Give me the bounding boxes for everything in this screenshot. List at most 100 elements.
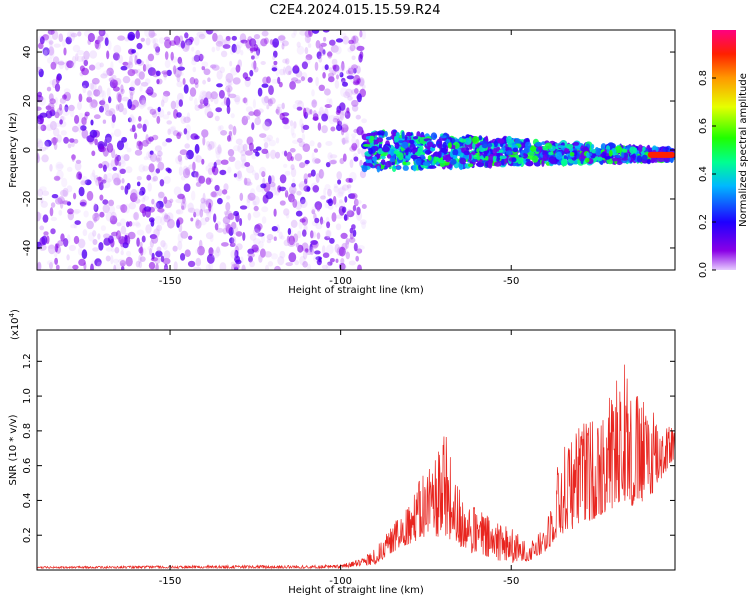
spectrogram-cell bbox=[637, 144, 643, 153]
spectrogram-cell bbox=[346, 107, 350, 114]
spectrogram-cell bbox=[304, 178, 308, 185]
spectrogram-cell bbox=[185, 167, 191, 176]
spectrogram-cell bbox=[187, 260, 196, 268]
spectrogram-cell bbox=[157, 208, 165, 213]
spectrogram-cell bbox=[416, 131, 421, 138]
spectrogram-cell bbox=[277, 76, 281, 84]
spectrogram-cell bbox=[103, 173, 108, 181]
spectrogram-cell bbox=[251, 152, 257, 160]
spectrogram-cell bbox=[120, 88, 125, 95]
spectrogram-cell bbox=[350, 192, 358, 200]
spectrogram-cell bbox=[499, 155, 507, 160]
spectrogram-cell bbox=[247, 252, 255, 258]
spectrogram-cell bbox=[563, 155, 568, 160]
spectrogram-cell bbox=[195, 248, 200, 254]
spectrogram-cell bbox=[322, 30, 330, 33]
spectrogram-cell bbox=[365, 136, 371, 140]
spectrogram-cell bbox=[357, 148, 362, 155]
spectrogram-cell bbox=[241, 264, 246, 270]
spectrogram-cell bbox=[179, 60, 183, 67]
spectrogram-cell bbox=[261, 206, 269, 213]
spectrogram-cell bbox=[94, 138, 98, 146]
spectrogram-cell bbox=[178, 99, 183, 107]
spectrogram-cell bbox=[275, 106, 281, 116]
spectrogram-cell bbox=[271, 67, 278, 72]
spectrogram-cell bbox=[172, 65, 180, 72]
spectrogram-cell bbox=[247, 212, 252, 221]
spectrogram-cell bbox=[244, 162, 251, 167]
spectrogram-cell bbox=[82, 229, 88, 237]
spectrogram-cell bbox=[97, 233, 101, 240]
spectrogram-cell bbox=[261, 148, 269, 154]
spectrogram-cell bbox=[317, 111, 321, 116]
spectrogram-cell bbox=[147, 182, 152, 192]
spectrogram-cell bbox=[78, 258, 86, 266]
spectrogram-cell bbox=[268, 139, 276, 147]
spectrogram-cell bbox=[253, 49, 260, 60]
spectrogram-cell bbox=[498, 149, 504, 153]
spectrogram-cell bbox=[75, 53, 79, 62]
spectrogram-cell bbox=[50, 43, 54, 54]
spectrogram-cell bbox=[105, 247, 113, 252]
spectrogram-cell bbox=[55, 161, 64, 172]
spectrogram-cell bbox=[179, 158, 183, 166]
spectrogram-cell bbox=[545, 142, 552, 149]
spectrogram-cell bbox=[318, 55, 323, 63]
spectrogram-cell bbox=[452, 154, 457, 159]
spectrogram-cell bbox=[376, 137, 384, 143]
spectrogram-cell bbox=[525, 158, 531, 162]
spectrogram-cell bbox=[107, 162, 113, 172]
spectrogram-cell bbox=[283, 239, 290, 247]
spectrogram-cell bbox=[263, 137, 271, 143]
spectrogram-cell bbox=[102, 164, 107, 172]
spectrogram-cell bbox=[356, 126, 364, 136]
spectrogram-cell bbox=[90, 263, 94, 270]
spectrogram-cell bbox=[417, 147, 423, 153]
spectrogram-cell bbox=[275, 137, 280, 144]
spectrogram-cell bbox=[98, 30, 106, 37]
spectrogram-cell bbox=[254, 224, 261, 234]
spectrogram-cell bbox=[261, 171, 266, 178]
spectrogram-cell bbox=[70, 32, 78, 38]
spectrogram-cell bbox=[312, 116, 319, 121]
spectrogram-cell bbox=[50, 137, 59, 144]
spectrogram-cell bbox=[358, 53, 363, 63]
spectrogram-cell bbox=[78, 124, 82, 133]
spectrogram-cell bbox=[262, 121, 271, 131]
spectrogram-peak bbox=[647, 151, 675, 158]
spectrogram-cell bbox=[110, 61, 114, 71]
spectrogram-cell bbox=[193, 266, 202, 270]
spectrogram-cell bbox=[335, 64, 340, 74]
spectrogram-cell bbox=[38, 68, 44, 78]
spectrogram-cell bbox=[83, 59, 89, 67]
spectrogram-cell bbox=[223, 210, 229, 216]
spectrogram-cell bbox=[131, 69, 139, 74]
snr-series-line bbox=[37, 364, 675, 570]
spectrogram-cell bbox=[155, 70, 161, 77]
spectrogram-cell bbox=[302, 124, 310, 130]
spectrogram-cell bbox=[225, 78, 232, 88]
spectrogram-cell bbox=[270, 253, 278, 260]
spectrogram-cell bbox=[339, 158, 345, 165]
spectrogram-cell bbox=[341, 32, 347, 39]
spectrogram-cell bbox=[327, 198, 334, 207]
spectrogram-cell bbox=[316, 51, 322, 60]
snr-x-tick-label: -50 bbox=[503, 576, 519, 587]
spectrogram-cell bbox=[200, 197, 206, 204]
spectrogram-cell bbox=[324, 88, 331, 96]
spectrogram-cell bbox=[386, 154, 392, 159]
spectrogram-y-tick-label: -20 bbox=[22, 191, 33, 207]
spectrogram-cell bbox=[120, 84, 124, 93]
spectrogram-cell bbox=[170, 125, 177, 133]
spectrogram-cell bbox=[127, 31, 136, 41]
spectrogram-cell bbox=[101, 179, 107, 184]
spectrogram-panel: -150 -100 -50 -40 -20 0 20 40 Height of straig… bbox=[8, 29, 676, 296]
spectrogram-cell bbox=[74, 114, 80, 124]
spectrogram-cell bbox=[56, 163, 64, 169]
snr-y-tick-label: 0.4 bbox=[22, 492, 33, 508]
spectrogram-cell bbox=[290, 219, 298, 228]
spectrogram-cell bbox=[75, 174, 80, 180]
spectrogram-cell bbox=[145, 89, 152, 95]
spectrogram-cell bbox=[116, 140, 125, 151]
spectrogram-cell bbox=[282, 58, 288, 64]
